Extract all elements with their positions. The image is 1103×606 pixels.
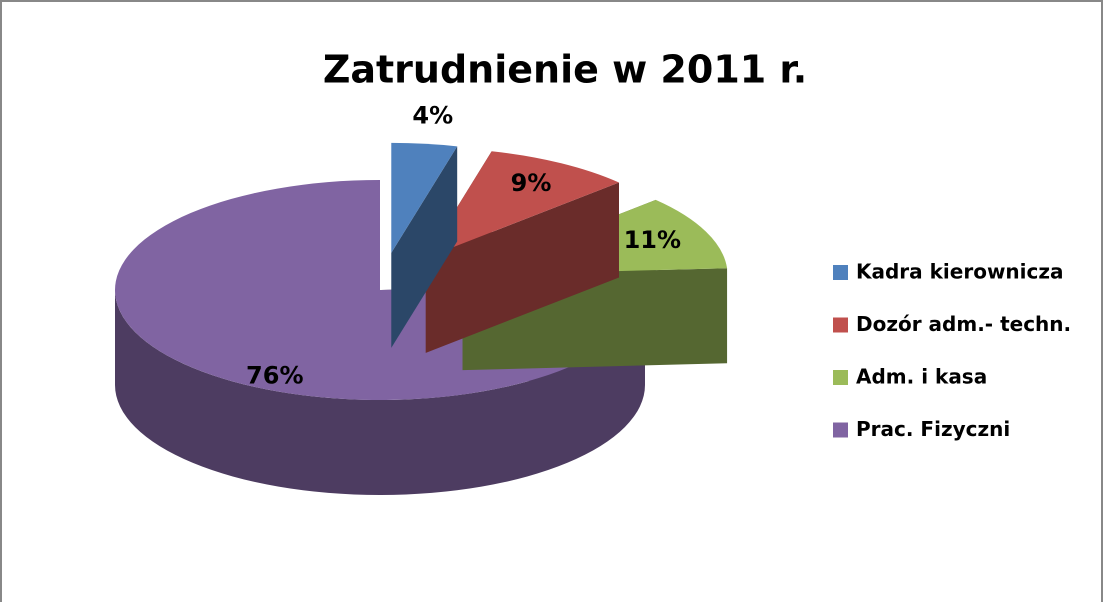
data-label: 76% xyxy=(246,362,303,390)
chart-title: Zatrudnienie w 2011 r. xyxy=(323,48,807,92)
slice xyxy=(425,151,619,258)
slice-side xyxy=(115,290,645,495)
slice xyxy=(391,142,458,253)
data-label: 9% xyxy=(511,169,552,197)
legend-swatch xyxy=(833,370,848,385)
slice-wall xyxy=(425,182,619,353)
legend-swatch xyxy=(833,265,848,280)
legend-label: Kadra kierownicza xyxy=(856,260,1064,284)
legend-swatch xyxy=(833,317,848,333)
data-label: 11% xyxy=(624,226,681,254)
data-label: 4% xyxy=(412,102,453,130)
legend-label: Dozór adm.- techn. xyxy=(856,312,1071,336)
slice-wall xyxy=(391,146,458,348)
legend-label: Adm. i kasa xyxy=(856,365,987,389)
legend-label: Prac. Fizyczni xyxy=(856,417,1010,441)
legend-swatch xyxy=(833,422,848,438)
